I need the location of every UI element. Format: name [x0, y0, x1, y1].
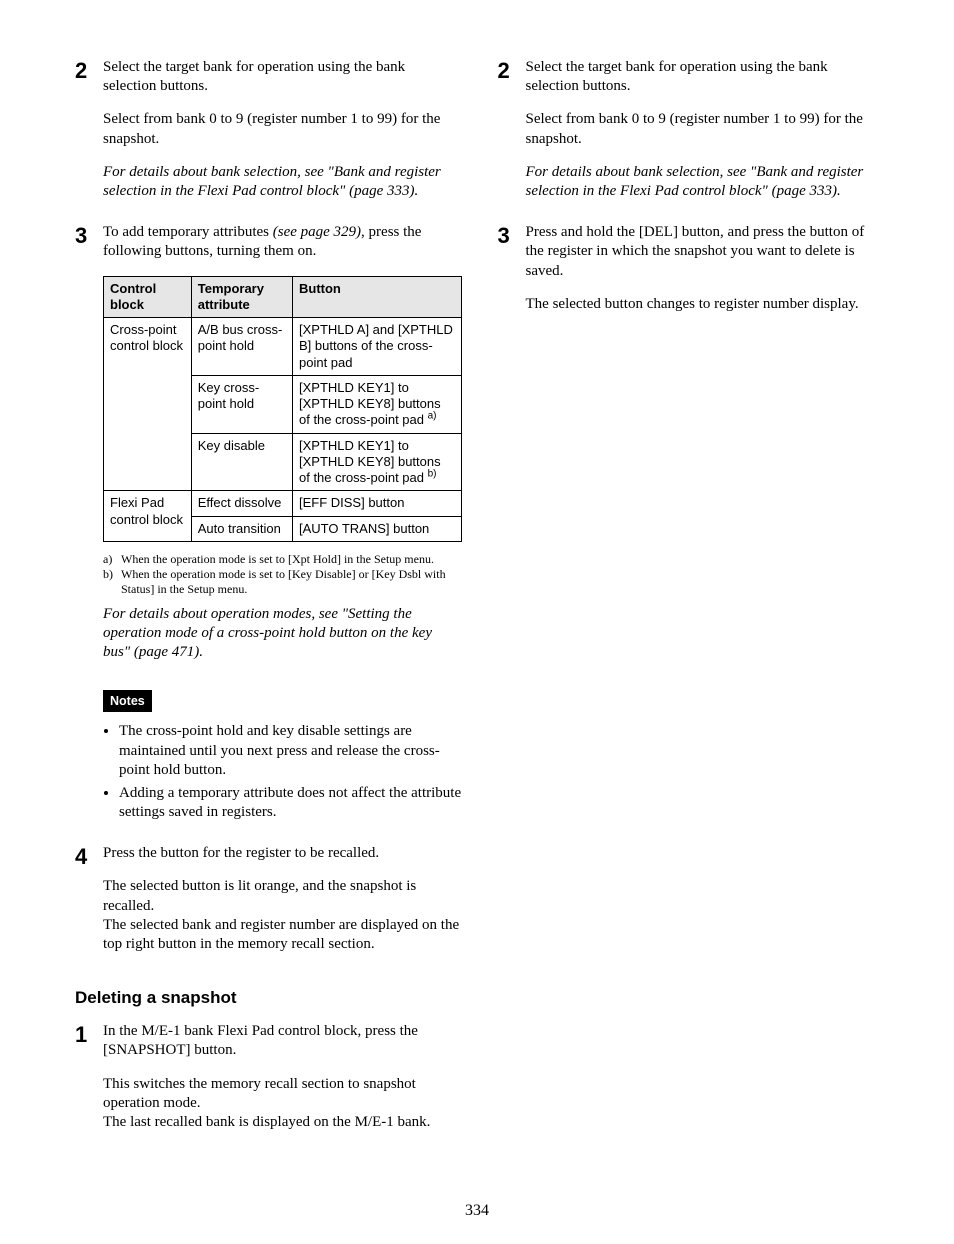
paragraph: The selected button is lit orange, and t…	[103, 877, 462, 915]
table-cell: [XPTHLD KEY1] to [XPTHLD KEY8] buttons o…	[292, 375, 461, 433]
paragraph: Press and hold the [DEL] button, and pre…	[526, 223, 885, 281]
delete-step-1: 1 In the M/E-1 bank Flexi Pad control bl…	[75, 1022, 462, 1146]
step-number: 3	[498, 223, 526, 247]
table-row: Cross-point control block A/B bus cross-…	[104, 318, 462, 376]
text-italic: (see page 329)	[273, 224, 361, 240]
paragraph: In the M/E-1 bank Flexi Pad control bloc…	[103, 1022, 462, 1060]
paragraph: Press the button for the register to be …	[103, 844, 462, 863]
table-header: Control block	[104, 276, 192, 318]
footnote: b) When the operation mode is set to [Ke…	[103, 567, 462, 597]
paragraph: Select the target bank for operation usi…	[103, 58, 462, 96]
superscript: b)	[428, 469, 437, 480]
text: To add temporary attributes	[103, 224, 273, 240]
step-body: Press and hold the [DEL] button, and pre…	[526, 223, 885, 328]
footnotes: a) When the operation mode is set to [Xp…	[103, 552, 462, 597]
footnote-label: a)	[103, 552, 121, 567]
step-number: 4	[75, 844, 103, 868]
table-cell: A/B bus cross-point hold	[191, 318, 292, 376]
table-cell: [AUTO TRANS] button	[292, 516, 461, 541]
paragraph: The selected bank and register number ar…	[103, 916, 462, 954]
left-column: 2 Select the target bank for operation u…	[75, 58, 462, 1154]
page: 2 Select the target bank for operation u…	[0, 0, 954, 1244]
step-body: In the M/E-1 bank Flexi Pad control bloc…	[103, 1022, 462, 1146]
paragraph: This switches the memory recall section …	[103, 1075, 462, 1113]
step-number: 1	[75, 1022, 103, 1046]
superscript: a)	[428, 411, 437, 422]
notes-list: The cross-point hold and key disable set…	[103, 722, 462, 822]
paragraph-italic: For details about bank selection, see "B…	[103, 163, 462, 201]
paragraph: To add temporary attributes (see page 32…	[103, 223, 462, 261]
notes-badge: Notes	[103, 690, 152, 712]
paragraph: Select from bank 0 to 9 (register number…	[103, 110, 462, 148]
paragraph: The last recalled bank is displayed on t…	[103, 1113, 462, 1132]
table-cell: [XPTHLD A] and [XPTHLD B] buttons of the…	[292, 318, 461, 376]
step-body: To add temporary attributes (see page 32…	[103, 223, 462, 836]
columns: 2 Select the target bank for operation u…	[75, 58, 884, 1154]
footnote: a) When the operation mode is set to [Xp…	[103, 552, 462, 567]
step-3: 3 Press and hold the [DEL] button, and p…	[498, 223, 885, 328]
footnote-label: b)	[103, 567, 121, 597]
text: [XPTHLD KEY1] to [XPTHLD KEY8] buttons o…	[299, 380, 441, 428]
table-header: Temporary attribute	[191, 276, 292, 318]
list-item: The cross-point hold and key disable set…	[119, 722, 462, 780]
table-cell: Flexi Pad control block	[104, 491, 192, 542]
text: [XPTHLD KEY1] to [XPTHLD KEY8] buttons o…	[299, 438, 441, 486]
page-number: 334	[0, 1202, 954, 1220]
step-2: 2 Select the target bank for operation u…	[75, 58, 462, 215]
right-column: 2 Select the target bank for operation u…	[498, 58, 885, 1154]
table-header: Button	[292, 276, 461, 318]
paragraph-italic: For details about bank selection, see "B…	[526, 163, 885, 201]
paragraph-italic: For details about operation modes, see "…	[103, 605, 462, 663]
table-cell: [XPTHLD KEY1] to [XPTHLD KEY8] buttons o…	[292, 433, 461, 491]
table-cell: Effect dissolve	[191, 491, 292, 516]
step-number: 2	[75, 58, 103, 82]
list-item: Adding a temporary attribute does not af…	[119, 784, 462, 822]
paragraph: Select from bank 0 to 9 (register number…	[526, 110, 885, 148]
table-cell: [EFF DISS] button	[292, 491, 461, 516]
paragraph: The selected button changes to register …	[526, 295, 885, 314]
step-2: 2 Select the target bank for operation u…	[498, 58, 885, 215]
step-body: Press the button for the register to be …	[103, 844, 462, 968]
table-cell: Cross-point control block	[104, 318, 192, 491]
attributes-table: Control block Temporary attribute Button…	[103, 276, 462, 542]
paragraph: Select the target bank for operation usi…	[526, 58, 885, 96]
table-cell: Key cross-point hold	[191, 375, 292, 433]
footnote-text: When the operation mode is set to [Key D…	[121, 567, 462, 597]
section-heading: Deleting a snapshot	[75, 988, 462, 1008]
step-4: 4 Press the button for the register to b…	[75, 844, 462, 968]
table-cell: Auto transition	[191, 516, 292, 541]
step-number: 2	[498, 58, 526, 82]
table-row: Flexi Pad control block Effect dissolve …	[104, 491, 462, 516]
footnote-text: When the operation mode is set to [Xpt H…	[121, 552, 434, 567]
step-number: 3	[75, 223, 103, 247]
step-3: 3 To add temporary attributes (see page …	[75, 223, 462, 836]
table-header-row: Control block Temporary attribute Button	[104, 276, 462, 318]
step-body: Select the target bank for operation usi…	[526, 58, 885, 215]
table-cell: Key disable	[191, 433, 292, 491]
step-body: Select the target bank for operation usi…	[103, 58, 462, 215]
